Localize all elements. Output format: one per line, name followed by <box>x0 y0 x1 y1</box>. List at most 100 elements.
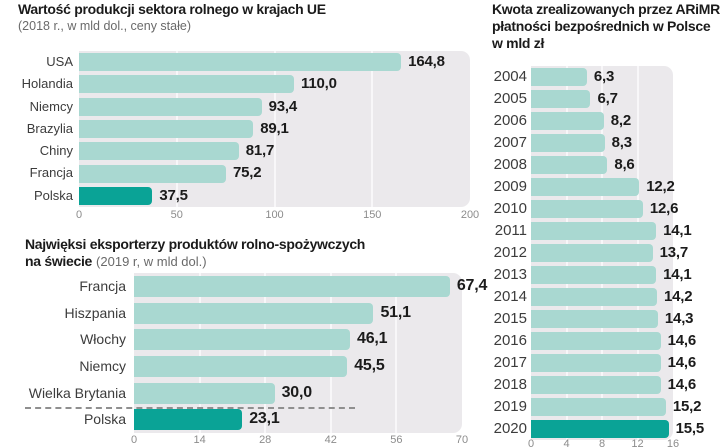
axis-tick-label: 8 <box>598 438 606 447</box>
bar-value: 37,5 <box>159 186 188 204</box>
bar-value: 8,2 <box>610 112 632 129</box>
category-label: Hiszpania <box>64 304 126 321</box>
chart-subtitle-inline: (2019 r, w mld dol.) <box>96 254 207 269</box>
axis-tick-label: 16 <box>666 438 680 447</box>
bar <box>134 355 348 377</box>
bar <box>531 332 661 350</box>
bar-value: 8,3 <box>611 134 632 151</box>
axis-tick-label: 70 <box>455 434 469 446</box>
bar <box>79 53 402 72</box>
gridline <box>395 273 398 433</box>
axis-tick-label: 100 <box>265 209 284 221</box>
bar <box>79 164 227 183</box>
category-label: Chiny <box>39 143 73 159</box>
category-label: Holandia <box>21 76 73 92</box>
bar-value: 46,1 <box>357 330 388 348</box>
gridline <box>329 273 332 433</box>
bar <box>531 112 604 130</box>
bar <box>134 302 374 324</box>
category-label: 2018 <box>493 376 527 393</box>
category-label: 2008 <box>493 156 527 173</box>
category-label: Niemcy <box>29 98 73 114</box>
gridline <box>198 273 201 433</box>
bar <box>79 186 153 205</box>
bar-value: 14,3 <box>664 310 694 327</box>
axis-tick-label: 150 <box>363 209 382 221</box>
bar-value: 45,5 <box>354 357 385 374</box>
bar-value: 67,4 <box>456 277 488 294</box>
bar-value: 75,2 <box>233 164 262 182</box>
category-label: 2007 <box>493 134 527 151</box>
bar-value: 8,6 <box>614 156 635 173</box>
axis-tick-label: 42 <box>324 434 337 446</box>
axis-tick-label: 28 <box>259 434 272 446</box>
category-label: USA <box>46 54 73 69</box>
axis-tick-label: 4 <box>563 438 570 447</box>
category-label: 2012 <box>493 244 527 261</box>
bar-value: 6,7 <box>597 90 618 107</box>
bar <box>531 310 658 328</box>
category-label: 2013 <box>493 266 527 283</box>
bar-value: 12,6 <box>649 200 679 217</box>
bar-value: 23,1 <box>249 410 280 428</box>
bar <box>134 275 450 297</box>
chart-subtitle: (2018 r., w mld dol., ceny stałe) <box>18 19 191 33</box>
category-label: 2004 <box>493 68 527 85</box>
bar-value: 14,6 <box>667 332 697 349</box>
bar <box>79 75 295 94</box>
bar-value: 14,6 <box>667 354 697 371</box>
category-label: Wielka Brytania <box>28 384 126 401</box>
bar <box>79 120 254 138</box>
dashed-separator <box>25 407 355 410</box>
category-label: 2017 <box>493 354 527 371</box>
bar <box>79 97 262 116</box>
bar <box>134 382 275 404</box>
gridline <box>371 51 374 207</box>
category-label: 2010 <box>493 200 527 217</box>
category-label: 2009 <box>493 178 527 195</box>
category-label: Włochy <box>80 331 126 348</box>
axis-tick-label: 0 <box>75 209 83 221</box>
chart-title-line-3: w mld zł <box>492 35 545 51</box>
category-label: Francja <box>29 165 73 181</box>
category-label: 2014 <box>493 288 527 305</box>
chart-title-line-2: płatności bezpośrednich w Polsce <box>492 18 711 34</box>
category-label: 2020 <box>493 420 527 437</box>
bar <box>531 68 587 86</box>
bar <box>531 156 608 174</box>
chart-title-bold-part: na świecie <box>25 253 93 269</box>
bar <box>531 354 661 372</box>
bar-value: 93,4 <box>268 97 298 115</box>
chart-title-line-1: Najwięksi eksporterzy produktów rolno-sp… <box>25 236 366 252</box>
bar <box>531 244 653 262</box>
bar-value: 164,8 <box>408 53 445 70</box>
category-label: Polska <box>83 411 126 428</box>
category-label: Francja <box>79 278 126 294</box>
bar <box>531 178 640 196</box>
axis-tick-label: 56 <box>390 434 403 446</box>
chart-title: Wartość produkcji sektora rolnego w kraj… <box>18 1 326 17</box>
bar-value: 14,1 <box>663 266 692 283</box>
bar <box>531 90 591 108</box>
category-label: Brazylia <box>26 120 73 136</box>
axis-tick-label: 12 <box>631 438 644 447</box>
bar <box>531 134 605 152</box>
bar-value: 6,3 <box>593 68 615 85</box>
category-label: Polska <box>33 187 73 203</box>
bar-value: 15,5 <box>675 420 705 437</box>
bar <box>79 142 239 161</box>
gridline <box>264 273 267 433</box>
category-label: 2011 <box>494 222 527 239</box>
category-label: 2016 <box>493 332 527 349</box>
category-label: Niemcy <box>79 358 126 374</box>
bar <box>531 376 661 394</box>
bar <box>531 200 643 218</box>
bar <box>134 409 243 431</box>
axis-tick-label: 0 <box>527 438 535 447</box>
bar-value: 12,2 <box>646 178 675 195</box>
bar-value: 14,2 <box>664 288 693 305</box>
axis-tick-label: 14 <box>193 434 206 446</box>
category-label: 2005 <box>493 90 527 107</box>
bar-value: 14,1 <box>663 222 692 239</box>
